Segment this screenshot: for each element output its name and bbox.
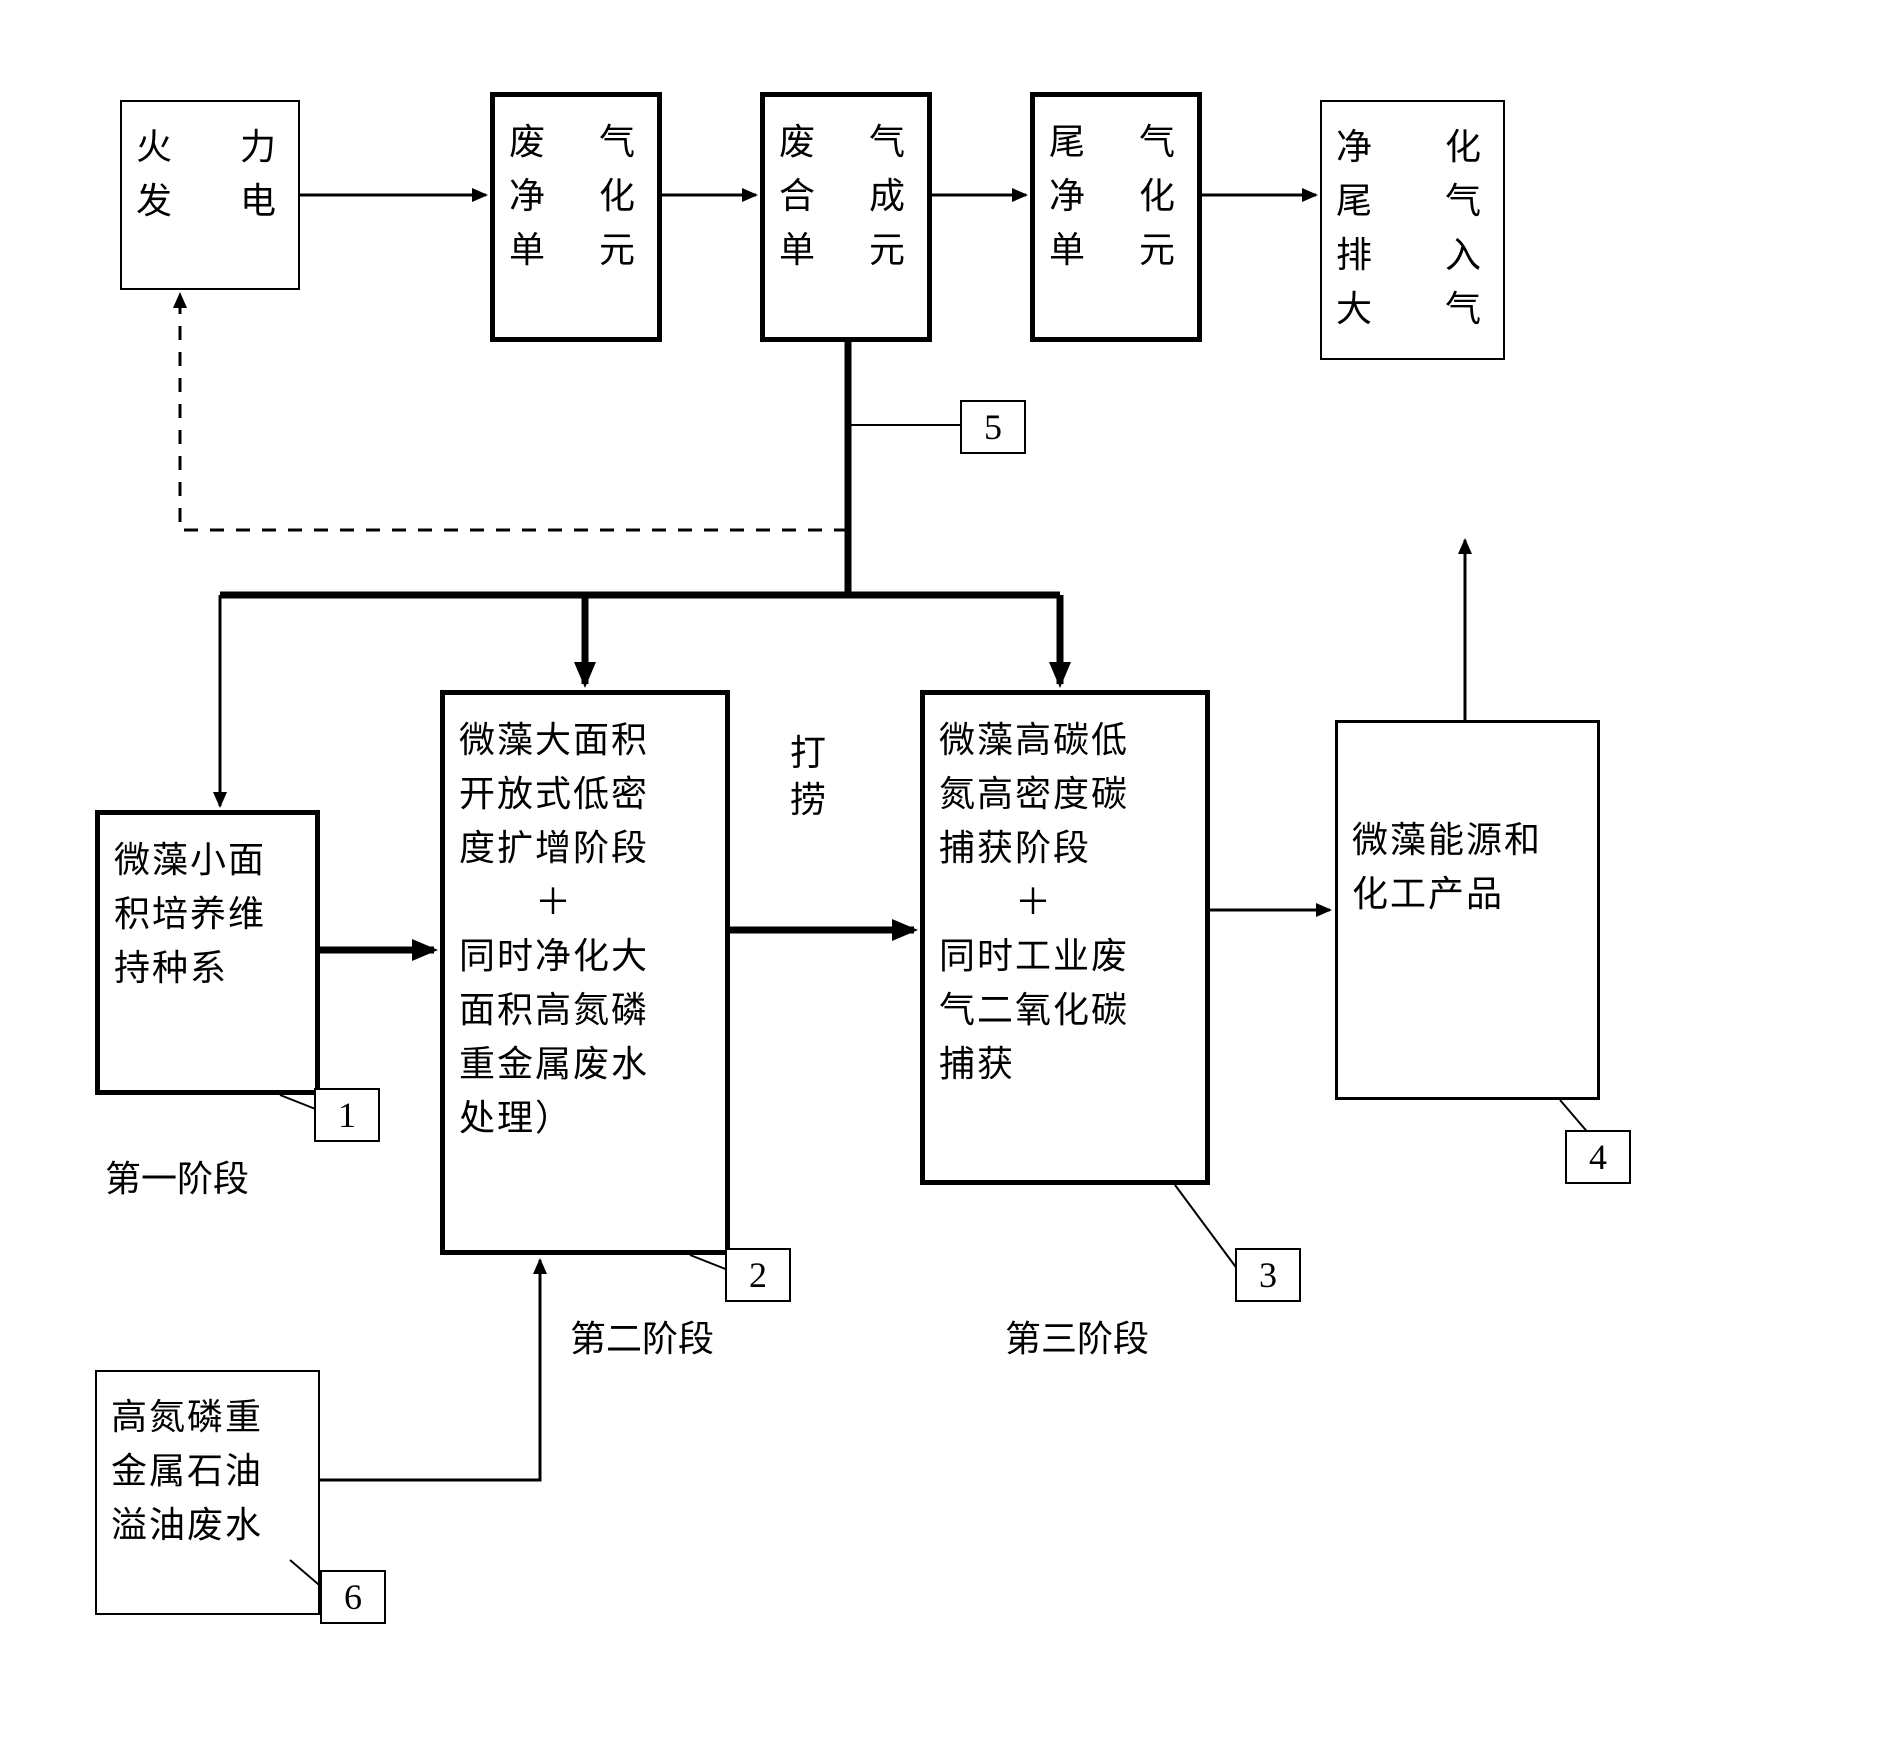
box-thermal-power: 火 力发电 bbox=[120, 100, 300, 290]
label-stage2: 第二阶段 bbox=[570, 1310, 714, 1362]
label-dalao: 打捞 bbox=[790, 730, 840, 824]
box-gas-synth: 废 气合 成单元 bbox=[760, 92, 932, 342]
box-stage3: 微藻高碳低氮高密度碳捕获阶段 ＋同时工业废气二氧化碳捕获 bbox=[920, 690, 1210, 1185]
n: 1 bbox=[338, 1095, 356, 1135]
box-exhaust: 净 化尾 气排 入大气 bbox=[1320, 100, 1505, 360]
box-stage1: 微藻小面积培养维持种系 bbox=[95, 810, 320, 1095]
label-stage3: 第三阶段 bbox=[1005, 1310, 1149, 1362]
n: 2 bbox=[749, 1255, 767, 1295]
n: 6 bbox=[344, 1577, 362, 1617]
box-wastewater: 高氮磷重金属石油溢油废水 bbox=[95, 1370, 320, 1615]
text: 尾 气净 化单元 bbox=[1049, 122, 1183, 270]
t: 第三阶段 bbox=[1005, 1319, 1149, 1359]
n: 4 bbox=[1589, 1137, 1607, 1177]
num-5: 5 bbox=[960, 400, 1026, 454]
t: 第一阶段 bbox=[105, 1159, 249, 1199]
text: 高氮磷重金属石油溢油废水 bbox=[111, 1397, 263, 1545]
box-products: 微藻能源和化工产品 bbox=[1335, 720, 1600, 1100]
text: 火 力发电 bbox=[136, 127, 284, 221]
text: 净 化尾 气排 入大气 bbox=[1336, 127, 1489, 329]
text: 微藻高碳低氮高密度碳捕获阶段 ＋同时工业废气二氧化碳捕获 bbox=[939, 720, 1129, 1084]
text: 打捞 bbox=[790, 733, 826, 820]
t: 第二阶段 bbox=[570, 1319, 714, 1359]
text: 废 气合 成单元 bbox=[779, 122, 913, 270]
n: 5 bbox=[984, 407, 1002, 447]
num-4: 4 bbox=[1565, 1130, 1631, 1184]
text: 微藻大面积开放式低密度扩增阶段 ＋同时净化大面积高氮磷重金属废水处理） bbox=[459, 720, 649, 1138]
box-tail-purify: 尾 气净 化单元 bbox=[1030, 92, 1202, 342]
n: 3 bbox=[1259, 1255, 1277, 1295]
num-1: 1 bbox=[314, 1088, 380, 1142]
num-6: 6 bbox=[320, 1570, 386, 1624]
text: 微藻能源和化工产品 bbox=[1352, 820, 1542, 914]
label-stage1: 第一阶段 bbox=[105, 1150, 249, 1202]
num-2: 2 bbox=[725, 1248, 791, 1302]
box-stage2: 微藻大面积开放式低密度扩增阶段 ＋同时净化大面积高氮磷重金属废水处理） bbox=[440, 690, 730, 1255]
text: 微藻小面积培养维持种系 bbox=[114, 840, 266, 988]
text: 废 气净 化单元 bbox=[509, 122, 643, 270]
box-gas-purify: 废 气净 化单元 bbox=[490, 92, 662, 342]
num-3: 3 bbox=[1235, 1248, 1301, 1302]
